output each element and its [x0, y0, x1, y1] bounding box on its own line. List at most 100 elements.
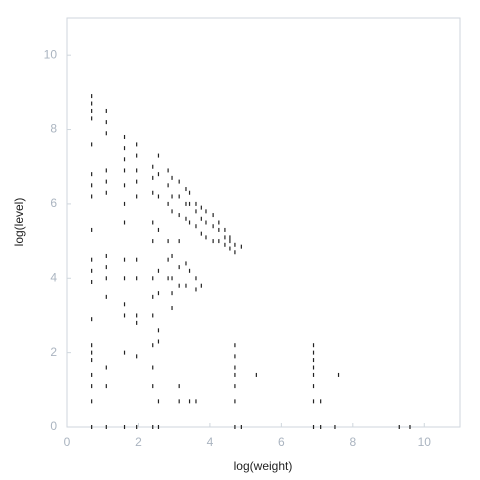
- point: [91, 142, 93, 147]
- point: [91, 183, 93, 188]
- point: [123, 302, 126, 307]
- point: [91, 94, 93, 99]
- point: [91, 257, 93, 262]
- point: [136, 276, 138, 281]
- point: [229, 246, 231, 251]
- point: [224, 235, 226, 240]
- y-tick-label: 6: [50, 196, 57, 210]
- point: [185, 261, 187, 266]
- point: [312, 399, 315, 404]
- point: [195, 201, 197, 206]
- point: [195, 276, 197, 281]
- point: [212, 213, 214, 218]
- point: [178, 239, 180, 244]
- point: [312, 343, 315, 348]
- point: [167, 257, 169, 262]
- point: [152, 365, 154, 370]
- y-tick-label: 2: [50, 345, 57, 359]
- point: [200, 216, 202, 221]
- point: [105, 294, 107, 299]
- x-tick-label: 0: [64, 435, 71, 449]
- y-tick-label: 8: [50, 122, 57, 136]
- point: [91, 108, 93, 113]
- point: [91, 384, 93, 389]
- point: [167, 168, 169, 173]
- point: [91, 372, 93, 377]
- point: [171, 209, 173, 214]
- point: [234, 250, 236, 255]
- point: [152, 190, 154, 195]
- point: [171, 253, 173, 258]
- point: [91, 194, 93, 199]
- point: [152, 164, 154, 169]
- point: [123, 157, 126, 162]
- point: [320, 425, 322, 429]
- point: [91, 172, 93, 177]
- point: [178, 384, 180, 389]
- point: [312, 425, 315, 429]
- point: [123, 257, 126, 262]
- point: [224, 242, 226, 247]
- point: [91, 317, 93, 322]
- point: [312, 384, 315, 389]
- point: [212, 224, 214, 229]
- point: [255, 372, 257, 377]
- point: [123, 313, 126, 318]
- point: [105, 276, 107, 281]
- point: [91, 279, 93, 284]
- point: [105, 190, 107, 195]
- point: [123, 146, 126, 151]
- point: [234, 242, 236, 247]
- point: [123, 168, 126, 173]
- point: [157, 268, 160, 273]
- point: [136, 257, 138, 262]
- point: [188, 190, 191, 195]
- point: [105, 253, 107, 258]
- point: [234, 425, 236, 429]
- point: [167, 276, 169, 281]
- point: [105, 265, 107, 270]
- point: [152, 343, 154, 348]
- point: [234, 372, 236, 377]
- point: [188, 201, 191, 206]
- point: [152, 175, 154, 180]
- point: [105, 168, 107, 173]
- point: [205, 220, 207, 225]
- point: [234, 354, 236, 359]
- point: [178, 283, 180, 288]
- point: [152, 239, 154, 244]
- point: [105, 425, 107, 429]
- point: [185, 216, 187, 221]
- point: [195, 224, 197, 229]
- point: [185, 283, 187, 288]
- point: [123, 134, 126, 139]
- point: [157, 172, 160, 177]
- point: [185, 187, 187, 192]
- point: [178, 179, 180, 184]
- plot-frame: [66, 17, 461, 428]
- point: [157, 291, 160, 296]
- point: [152, 220, 154, 225]
- point: [167, 183, 169, 188]
- point: [105, 108, 107, 113]
- point: [200, 283, 202, 288]
- y-tick-label: 4: [50, 270, 57, 284]
- point: [171, 306, 173, 311]
- x-tick-label: 4: [207, 435, 214, 449]
- point: [152, 294, 154, 299]
- point: [312, 350, 315, 355]
- point: [320, 399, 322, 404]
- point: [157, 194, 160, 199]
- point: [234, 384, 236, 389]
- point: [224, 227, 226, 232]
- point: [398, 425, 400, 429]
- point: [171, 291, 173, 296]
- point: [167, 239, 169, 244]
- point: [105, 365, 107, 370]
- point: [157, 339, 160, 344]
- point: [105, 131, 107, 136]
- point: [312, 372, 315, 377]
- point: [91, 358, 93, 363]
- point: [185, 201, 187, 206]
